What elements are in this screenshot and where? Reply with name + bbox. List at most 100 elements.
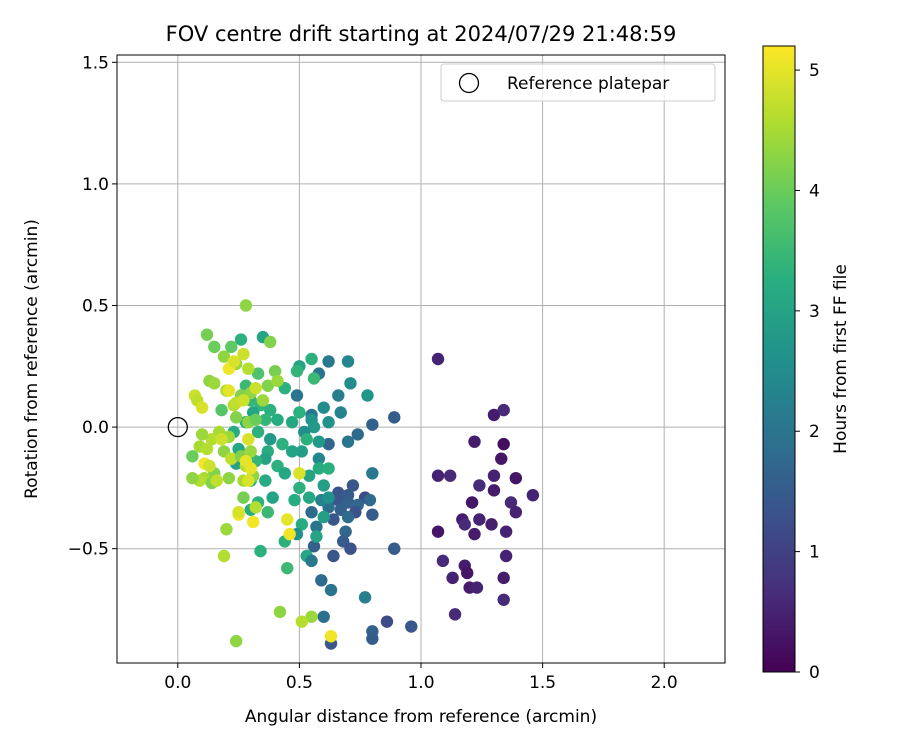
data-point xyxy=(526,488,540,502)
data-point xyxy=(322,355,335,368)
data-point xyxy=(271,374,284,388)
data-point xyxy=(273,605,287,619)
y-tick-label: 1.5 xyxy=(82,53,109,73)
data-point xyxy=(261,506,274,519)
data-point xyxy=(281,513,294,526)
data-point xyxy=(317,479,330,492)
data-point xyxy=(436,554,450,568)
data-point xyxy=(504,496,518,509)
data-point xyxy=(259,413,272,426)
data-points xyxy=(186,299,540,650)
colorbar-tick-label: 1 xyxy=(809,543,820,563)
data-point xyxy=(307,540,321,553)
data-point xyxy=(310,520,323,534)
data-point xyxy=(497,571,510,585)
grid-lines xyxy=(117,55,725,663)
data-point xyxy=(405,620,418,633)
data-point xyxy=(324,630,338,643)
legend-label: Reference platepar xyxy=(507,74,669,94)
data-point xyxy=(220,523,233,536)
data-point xyxy=(305,352,318,366)
data-point xyxy=(242,474,255,487)
data-point xyxy=(232,506,245,519)
data-point xyxy=(251,367,265,380)
data-point xyxy=(388,411,401,424)
data-point xyxy=(366,632,379,645)
data-point xyxy=(254,544,267,558)
colorbar xyxy=(762,45,796,673)
data-point xyxy=(499,549,513,563)
x-axis-ticks: 0.0 0.5 1.0 1.5 2.0 xyxy=(164,663,678,693)
data-point xyxy=(473,479,486,492)
data-point xyxy=(264,335,277,349)
y-tick-label: 0.0 xyxy=(82,418,109,438)
data-point xyxy=(344,542,357,555)
data-point xyxy=(208,340,221,354)
data-point xyxy=(346,479,360,492)
data-point xyxy=(363,493,377,507)
data-point xyxy=(465,496,479,509)
reference-platepar-marker xyxy=(167,416,188,438)
data-point xyxy=(203,459,216,473)
data-point xyxy=(281,561,294,575)
data-point xyxy=(242,433,255,446)
data-point xyxy=(446,571,459,585)
data-point xyxy=(266,491,279,504)
data-point xyxy=(293,481,306,495)
x-tick-label: 0.5 xyxy=(286,673,313,693)
colorbar-tick-label: 5 xyxy=(809,61,820,81)
x-axis-label: Angular distance from reference (arcmin) xyxy=(245,707,597,727)
data-point xyxy=(215,433,228,446)
data-point xyxy=(341,355,355,368)
data-point xyxy=(293,467,306,480)
colorbar-tick-label: 3 xyxy=(809,302,820,322)
data-point xyxy=(366,418,379,431)
chart-title: FOV centre drift starting at 2024/07/29 … xyxy=(166,22,677,46)
colorbar-tick-label: 4 xyxy=(809,181,820,201)
data-point xyxy=(341,435,355,448)
data-point xyxy=(249,413,262,426)
data-point xyxy=(229,411,243,424)
data-point xyxy=(290,364,304,378)
x-tick-label: 1.0 xyxy=(407,673,434,693)
data-point xyxy=(244,445,257,458)
data-point xyxy=(276,437,289,451)
data-point xyxy=(332,493,345,507)
data-point xyxy=(259,474,272,487)
data-point xyxy=(256,394,270,407)
data-point xyxy=(259,452,272,465)
data-point xyxy=(487,484,501,497)
data-point xyxy=(225,340,238,354)
data-point xyxy=(497,403,510,417)
data-point xyxy=(186,471,199,485)
data-point xyxy=(222,384,236,397)
data-point xyxy=(443,469,457,482)
data-point xyxy=(317,510,330,524)
data-point xyxy=(264,433,277,446)
colorbar-label: Hours from first FF file xyxy=(831,264,851,454)
data-point xyxy=(341,510,355,524)
data-point xyxy=(344,377,357,390)
data-point xyxy=(261,379,274,392)
data-point xyxy=(366,467,379,480)
data-point xyxy=(249,381,262,395)
data-point xyxy=(239,299,253,312)
data-point xyxy=(339,525,352,538)
data-point xyxy=(242,362,255,375)
data-point xyxy=(317,610,330,623)
data-point xyxy=(324,583,338,597)
x-tick-label: 1.5 xyxy=(529,673,556,693)
data-point xyxy=(468,435,481,448)
data-point xyxy=(305,506,318,519)
data-point xyxy=(217,350,231,363)
data-point xyxy=(210,474,223,487)
colorbar-tick-label: 2 xyxy=(809,422,820,442)
data-point xyxy=(499,525,513,538)
data-point xyxy=(307,420,321,434)
data-point xyxy=(285,416,299,429)
data-point xyxy=(322,462,335,475)
data-point xyxy=(470,581,484,594)
data-point xyxy=(310,530,323,543)
data-point xyxy=(271,413,284,426)
